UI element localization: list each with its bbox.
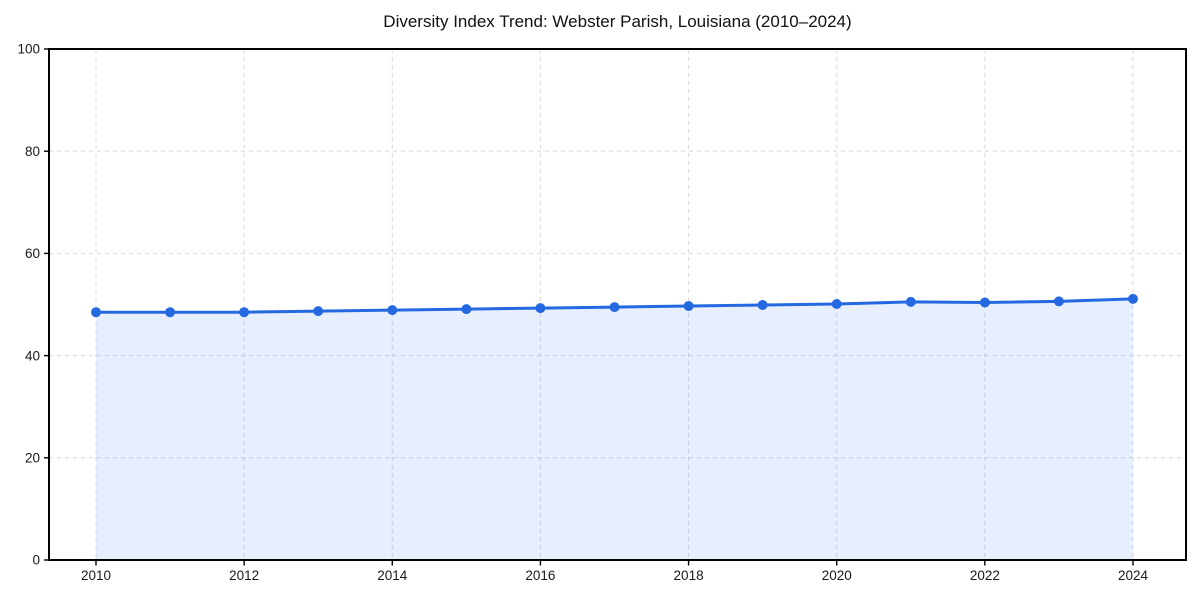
data-point-marker bbox=[831, 299, 842, 309]
chart-title: Diversity Index Trend: Webster Parish, L… bbox=[383, 12, 852, 31]
x-tick-label: 2016 bbox=[525, 568, 555, 583]
x-tick-label: 2014 bbox=[377, 568, 408, 583]
x-tick-label: 2022 bbox=[970, 568, 1000, 583]
data-point-marker bbox=[387, 305, 398, 316]
data-point-marker bbox=[905, 296, 916, 307]
data-point-marker bbox=[1128, 293, 1138, 304]
data-point-marker bbox=[979, 297, 990, 308]
y-tick-label: 80 bbox=[25, 144, 40, 159]
y-tick-label: 100 bbox=[17, 42, 40, 57]
x-tick-label: 2020 bbox=[822, 568, 852, 583]
x-tick-label: 2024 bbox=[1118, 568, 1149, 583]
y-tick-label: 40 bbox=[25, 348, 40, 363]
data-point-marker bbox=[535, 303, 546, 314]
y-tick-label: 20 bbox=[25, 451, 40, 466]
x-tick-label: 2012 bbox=[229, 568, 259, 583]
x-tick-label: 2010 bbox=[81, 568, 111, 583]
data-point-marker bbox=[683, 301, 694, 311]
area-fill bbox=[96, 298, 1133, 560]
data-point-marker bbox=[239, 307, 250, 318]
plot-border bbox=[48, 48, 1187, 561]
data-point-marker bbox=[91, 307, 101, 318]
y-tick-label: 0 bbox=[32, 553, 40, 568]
data-point-marker bbox=[609, 302, 620, 313]
data-point-marker bbox=[461, 304, 472, 315]
y-tick-label: 60 bbox=[25, 246, 40, 261]
data-point-marker bbox=[757, 300, 768, 310]
data-point-marker bbox=[313, 306, 324, 317]
data-point-marker bbox=[1053, 296, 1064, 307]
data-point-marker bbox=[165, 307, 176, 318]
x-tick-label: 2018 bbox=[674, 568, 704, 583]
